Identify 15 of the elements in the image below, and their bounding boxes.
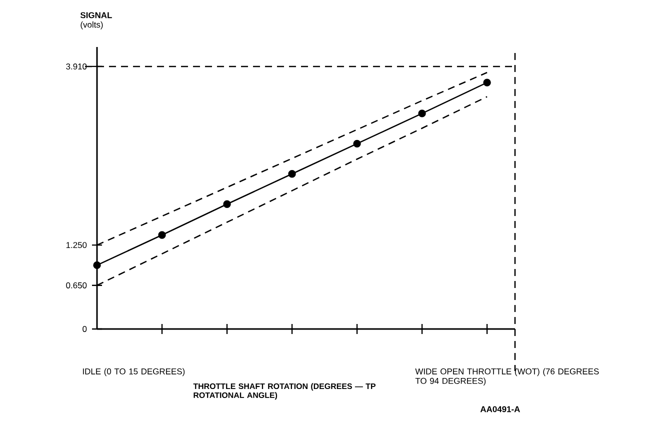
point <box>418 110 426 118</box>
y-tick-label: 0 <box>82 326 87 332</box>
text: WIDE OPEN THROTTLE (WOT) (76 DEGREES TO 94 DEGREES) <box>415 368 599 386</box>
point <box>158 231 166 239</box>
text: IDLE (0 TO 15 DEGREES) <box>82 368 185 376</box>
y-tick-label: 0.650 <box>66 282 87 288</box>
y-tick-label: 3.910 <box>66 63 87 70</box>
point <box>353 140 361 148</box>
point <box>93 261 101 270</box>
point <box>288 170 296 178</box>
text: AA0491-A <box>480 406 520 412</box>
y-tick-label: 1.250 <box>66 242 87 248</box>
point <box>483 78 491 86</box>
point <box>223 200 231 208</box>
y-axis-title: SIGNAL (volts) <box>80 12 112 30</box>
